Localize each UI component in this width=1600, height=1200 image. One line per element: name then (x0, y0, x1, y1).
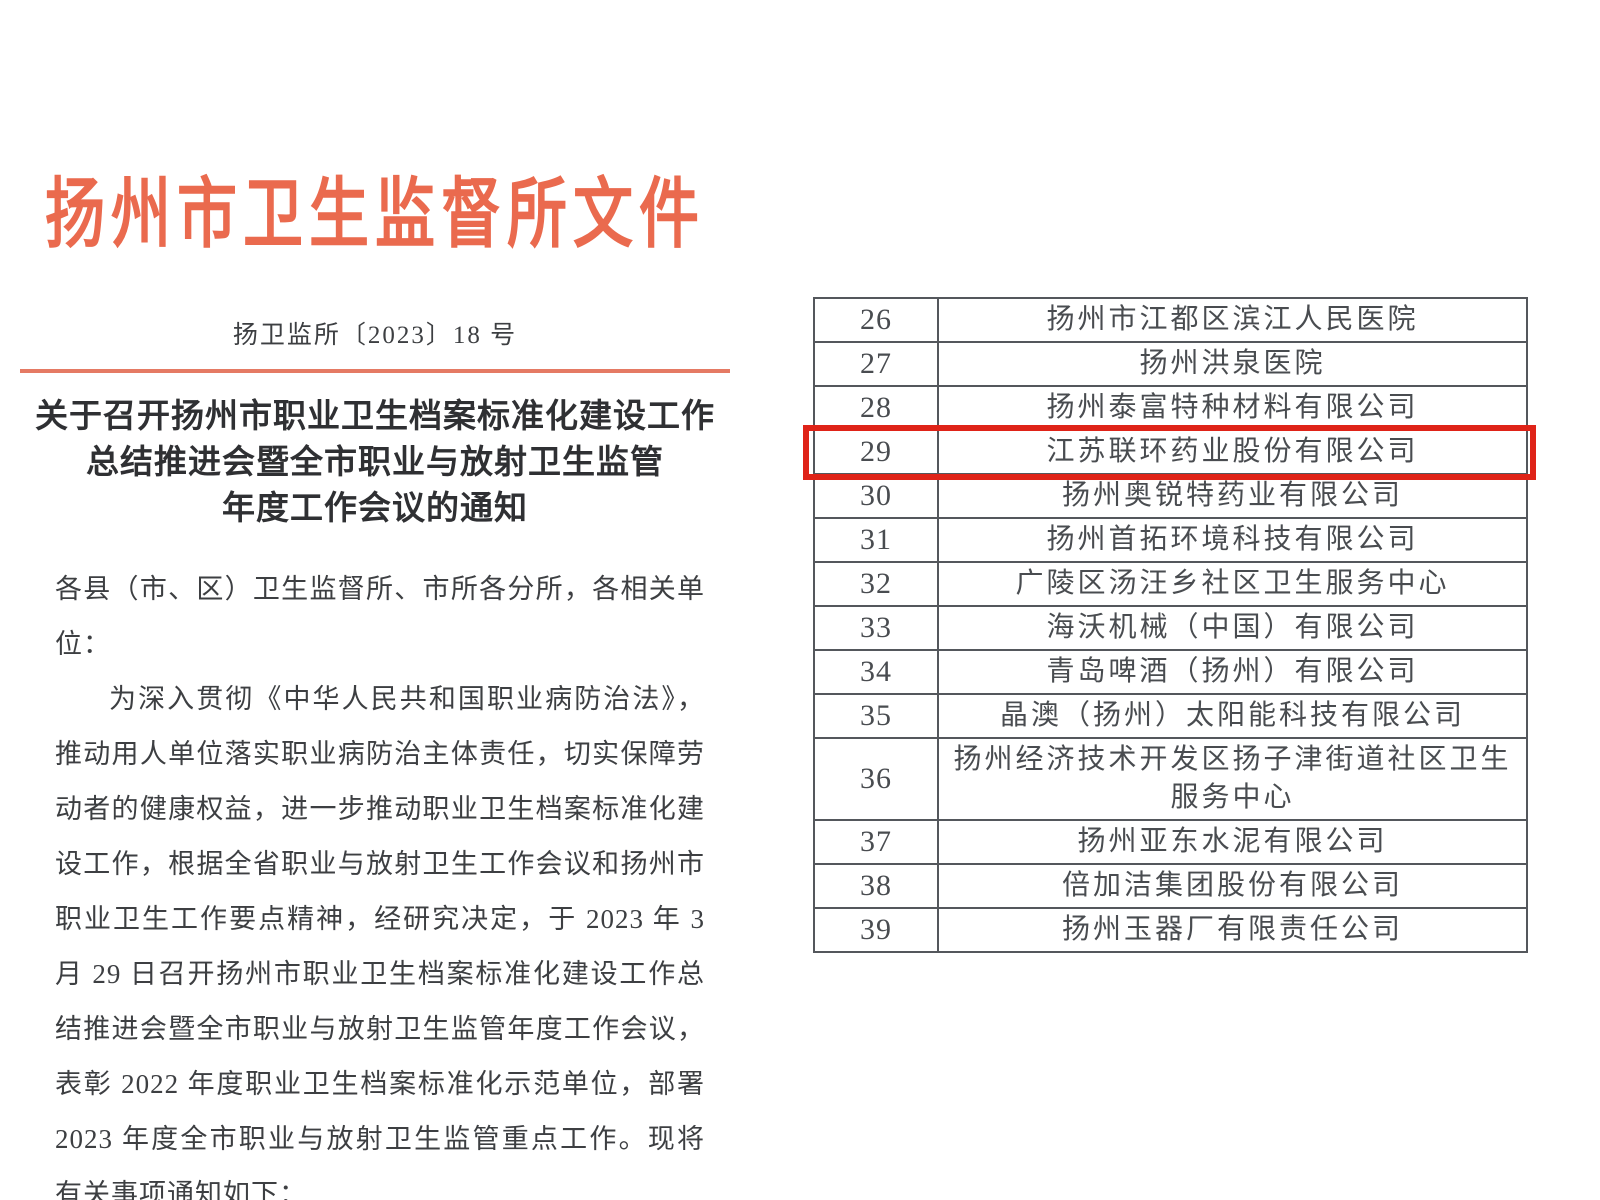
table-row: 33 海沃机械（中国）有限公司 (813, 605, 1528, 651)
notice-recipient: 各县（市、区）卫生监督所、市所各分所，各相关单位： (55, 574, 705, 659)
org-name: 广陵区汤汪乡社区卫生服务中心 (937, 561, 1528, 607)
row-number: 37 (813, 819, 939, 865)
letterhead-title: 扬州市卫生监督所文件 (45, 172, 705, 257)
org-name: 青岛啤酒（扬州）有限公司 (937, 649, 1528, 695)
notice-title-line-3: 年度工作会议的通知 (222, 491, 528, 527)
table-row: 35 晶澳（扬州）太阳能科技有限公司 (813, 693, 1528, 739)
table-row: 37 扬州亚东水泥有限公司 (813, 819, 1528, 865)
table-row-highlighted: 29 江苏联环药业股份有限公司 (813, 429, 1528, 475)
org-table: 26 扬州市江都区滨江人民医院 27 扬州洪泉医院 28 扬州泰富特种材料有限公… (813, 297, 1528, 953)
org-name: 扬州泰富特种材料有限公司 (937, 385, 1528, 431)
row-number: 31 (813, 517, 939, 563)
table-row: 27 扬州洪泉医院 (813, 341, 1528, 387)
letterhead-rule (20, 369, 730, 373)
org-name: 扬州玉器厂有限责任公司 (937, 907, 1528, 953)
row-number: 33 (813, 605, 939, 651)
row-number: 35 (813, 693, 939, 739)
table-row: 31 扬州首拓环境科技有限公司 (813, 517, 1528, 563)
table-row: 28 扬州泰富特种材料有限公司 (813, 385, 1528, 431)
org-table-wrapper: 26 扬州市江都区滨江人民医院 27 扬州洪泉医院 28 扬州泰富特种材料有限公… (803, 297, 1536, 953)
org-name: 海沃机械（中国）有限公司 (937, 605, 1528, 651)
org-name: 倍加洁集团股份有限公司 (937, 863, 1528, 909)
table-row: 39 扬州玉器厂有限责任公司 (813, 907, 1528, 953)
table-row: 34 青岛啤酒（扬州）有限公司 (813, 649, 1528, 695)
org-name: 扬州经济技术开发区扬子津街道社区卫生服务中心 (937, 737, 1528, 821)
org-name: 扬州奥锐特药业有限公司 (937, 473, 1528, 519)
notice-title-line-1: 关于召开扬州市职业卫生档案标准化建设工作 (35, 399, 715, 435)
notice-paragraph: 为深入贯彻《中华人民共和国职业病防治法》，推动用人单位落实职业病防治主体责任，切… (55, 684, 705, 1200)
notice-title-line-2: 总结推进会暨全市职业与放射卫生监管 (86, 445, 664, 481)
org-name: 扬州首拓环境科技有限公司 (937, 517, 1528, 563)
row-number: 39 (813, 907, 939, 953)
row-number: 28 (813, 385, 939, 431)
notice-title: 关于召开扬州市职业卫生档案标准化建设工作 总结推进会暨全市职业与放射卫生监管 年… (20, 394, 730, 532)
table-row: 30 扬州奥锐特药业有限公司 (813, 473, 1528, 519)
org-name: 晶澳（扬州）太阳能科技有限公司 (937, 693, 1528, 739)
document-number: 扬卫监所〔2023〕18 号 (232, 322, 518, 349)
table-row: 26 扬州市江都区滨江人民医院 (813, 297, 1528, 343)
row-number: 34 (813, 649, 939, 695)
row-number: 36 (813, 737, 939, 821)
table-row: 38 倍加洁集团股份有限公司 (813, 863, 1528, 909)
org-name: 扬州洪泉医院 (937, 341, 1528, 387)
org-name: 扬州亚东水泥有限公司 (937, 819, 1528, 865)
table-row: 36 扬州经济技术开发区扬子津街道社区卫生服务中心 (813, 737, 1528, 821)
org-name: 扬州市江都区滨江人民医院 (937, 297, 1528, 343)
row-number: 26 (813, 297, 939, 343)
row-number: 30 (813, 473, 939, 519)
notice-body: 各县（市、区）卫生监督所、市所各分所，各相关单位： 为深入贯彻《中华人民共和国职… (55, 562, 705, 1200)
row-number: 29 (813, 429, 939, 475)
row-number: 32 (813, 561, 939, 607)
row-number: 27 (813, 341, 939, 387)
org-name: 江苏联环药业股份有限公司 (937, 429, 1528, 475)
row-number: 38 (813, 863, 939, 909)
table-row: 32 广陵区汤汪乡社区卫生服务中心 (813, 561, 1528, 607)
